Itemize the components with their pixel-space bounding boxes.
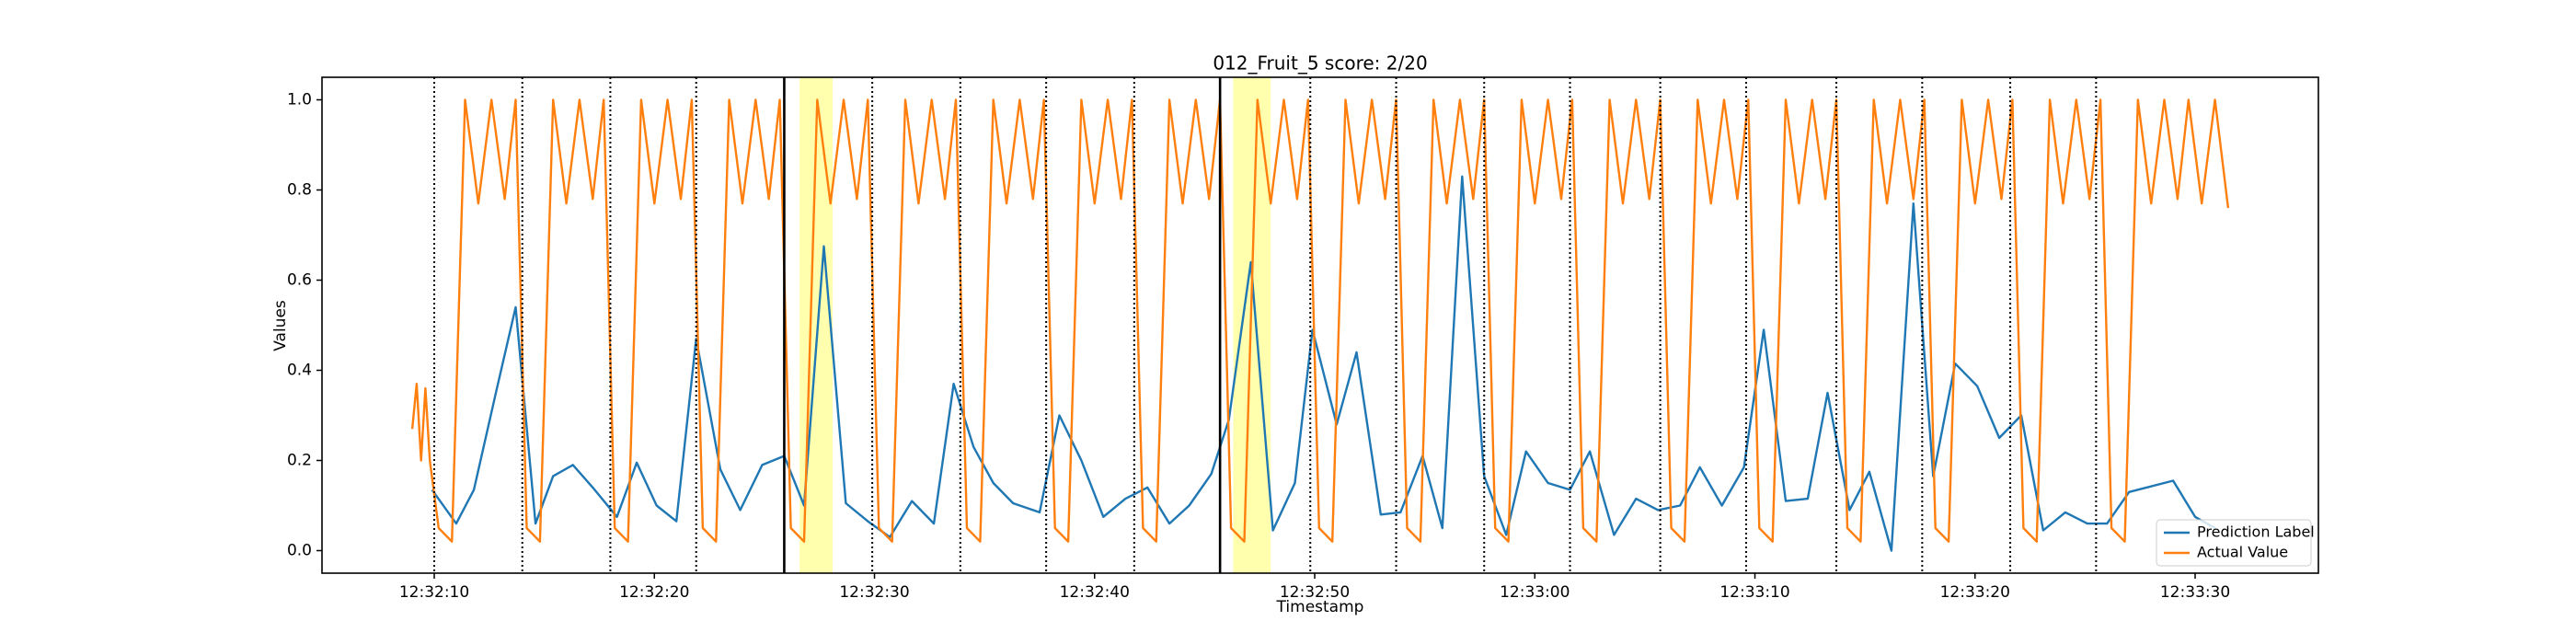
y-tick-label: 1.0: [287, 91, 312, 109]
x-tick-label: 12:33:00: [1500, 583, 1570, 602]
x-tick-label: 12:32:50: [1280, 583, 1350, 602]
x-tick-label: 12:32:30: [839, 583, 909, 602]
legend-box: [2156, 519, 2312, 567]
y-axis-label: Values: [271, 300, 290, 351]
y-tick-label: 0.6: [287, 271, 312, 290]
chart-title: 012_Fruit_5 score: 2/20: [1213, 52, 1427, 75]
x-tick-label: 12:32:20: [619, 583, 689, 602]
x-tick-label: 12:32:40: [1060, 583, 1130, 602]
y-tick-label: 0.2: [287, 452, 312, 470]
legend-label: Prediction Label: [2197, 523, 2315, 541]
series-line: [431, 175, 2216, 552]
legend-label: Actual Value: [2197, 544, 2288, 561]
plot-frame: [321, 76, 2319, 574]
y-tick-label: 0.8: [287, 181, 312, 200]
x-tick-label: 12:32:10: [399, 583, 469, 602]
x-tick-label: 12:33:10: [1719, 583, 1789, 602]
y-tick-label: 0.4: [287, 362, 312, 380]
series-line: [410, 98, 2230, 543]
x-tick-label: 12:33:30: [2160, 583, 2230, 602]
x-tick-label: 12:33:20: [1940, 583, 2010, 602]
x-axis-label: Timestamp: [1276, 598, 1364, 616]
y-tick-label: 0.0: [287, 542, 312, 560]
